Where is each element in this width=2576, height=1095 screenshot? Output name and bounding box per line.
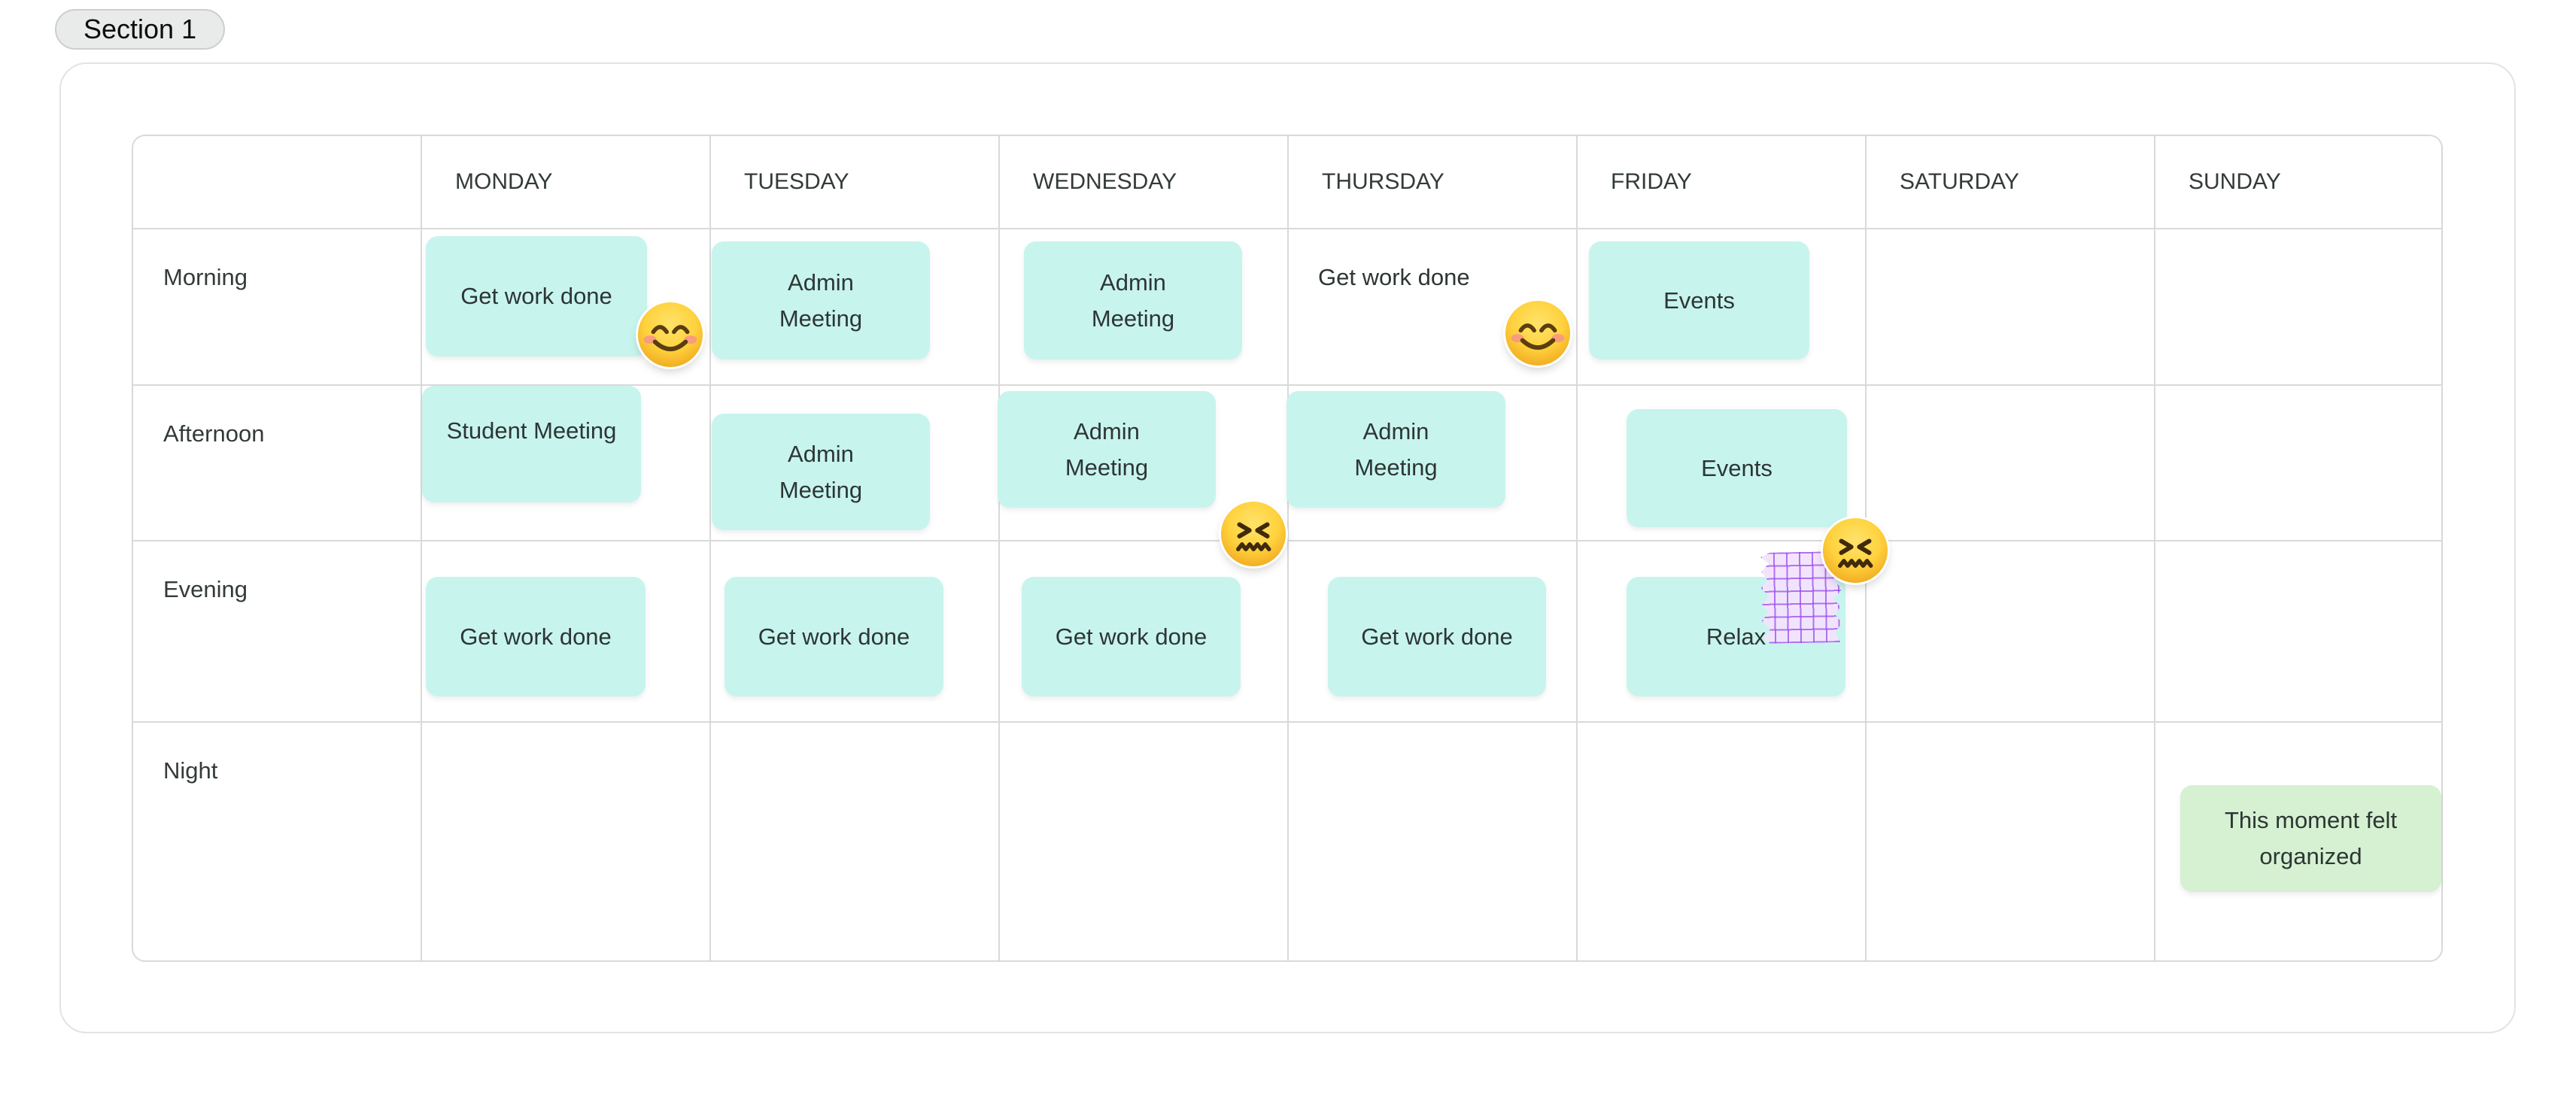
sticky-note-wednesday-morning[interactable]: Admin Meeting — [1024, 241, 1242, 359]
sticky-note-text: Get work done — [460, 623, 612, 650]
sticky-note-text: Events — [1701, 454, 1773, 481]
column-header-thursday[interactable]: THURSDAY — [1322, 169, 1444, 194]
column-header-sunday[interactable]: SUNDAY — [2189, 169, 2281, 194]
sticky-note-wednesday-afternoon[interactable]: Admin Meeting — [998, 391, 1216, 508]
sticky-note-text: Get work done — [460, 283, 612, 309]
sticky-note-tuesday-morning[interactable]: Admin Meeting — [712, 241, 930, 359]
sticky-note-friday-morning[interactable]: Events — [1589, 241, 1809, 359]
sticky-note-text: Get work done — [758, 623, 910, 650]
table-grid-line-horizontal — [133, 384, 2441, 386]
confounded-face-emoji-sticker[interactable] — [1823, 518, 1888, 583]
sticky-note-wednesday-evening[interactable]: Get work done — [1022, 577, 1241, 696]
column-header-saturday[interactable]: SATURDAY — [1900, 169, 2019, 194]
table-grid-line-vertical — [2154, 136, 2155, 960]
column-header-monday[interactable]: MONDAY — [455, 169, 553, 194]
sticky-note-text: This moment felt organized — [2224, 807, 2398, 869]
sticky-note-text: Relax — [1706, 623, 1766, 650]
sticky-note-sunday-night[interactable]: This moment felt organized — [2180, 785, 2441, 892]
sticky-note-text: Admin Meeting — [1091, 268, 1175, 332]
table-grid-line-vertical — [1576, 136, 1578, 960]
sticky-note-monday-afternoon[interactable]: Student Meeting — [422, 386, 641, 502]
table-grid-line-vertical — [421, 136, 422, 960]
row-label-evening[interactable]: Evening — [163, 576, 248, 602]
sticky-note-tuesday-afternoon[interactable]: Admin Meeting — [712, 414, 930, 530]
sticky-note-text: Events — [1663, 287, 1735, 314]
smiling-face-emoji-sticker[interactable] — [638, 302, 703, 367]
row-label-afternoon[interactable]: Afternoon — [163, 420, 265, 447]
table-grid-line-vertical — [709, 136, 711, 960]
sticky-note-thursday-afternoon[interactable]: Admin Meeting — [1286, 391, 1505, 508]
smiling-face-emoji-sticker[interactable] — [1505, 301, 1570, 366]
column-header-friday[interactable]: FRIDAY — [1611, 169, 1692, 194]
sticky-note-text: Get work done — [1055, 623, 1208, 650]
column-header-tuesday[interactable]: TUESDAY — [744, 169, 849, 194]
sticky-note-text: Student Meeting — [446, 417, 617, 444]
table-grid-line-vertical — [998, 136, 1000, 960]
section-label[interactable]: Section 1 — [55, 9, 226, 50]
sticky-note-monday-evening[interactable]: Get work done — [426, 577, 646, 696]
section-label-text: Section 1 — [84, 14, 197, 44]
table-grid-line-horizontal — [133, 721, 2441, 723]
table-grid-line-horizontal — [133, 228, 2441, 229]
sticky-note-text: Admin Meeting — [1065, 417, 1149, 481]
confounded-face-emoji-sticker[interactable] — [1221, 502, 1286, 566]
sticky-note-thursday-evening[interactable]: Get work done — [1328, 577, 1546, 696]
sticky-note-friday-afternoon[interactable]: Events — [1627, 409, 1847, 527]
sticky-note-text: Admin Meeting — [1354, 417, 1438, 481]
table-grid-line-vertical — [1287, 136, 1289, 960]
sticky-note-monday-morning[interactable]: Get work done — [426, 236, 647, 356]
sticky-note-text: Get work done — [1361, 623, 1513, 650]
column-header-wednesday[interactable]: WEDNESDAY — [1033, 169, 1177, 194]
text-item-thursday-morning[interactable]: Get work done — [1318, 264, 1470, 290]
sticky-note-tuesday-evening[interactable]: Get work done — [724, 577, 943, 696]
sticky-note-text: Admin Meeting — [779, 440, 863, 503]
table-grid-line-horizontal — [133, 540, 2441, 541]
row-label-night[interactable]: Night — [163, 757, 218, 784]
row-label-morning[interactable]: Morning — [163, 264, 248, 290]
sticky-note-text: Admin Meeting — [779, 268, 863, 332]
